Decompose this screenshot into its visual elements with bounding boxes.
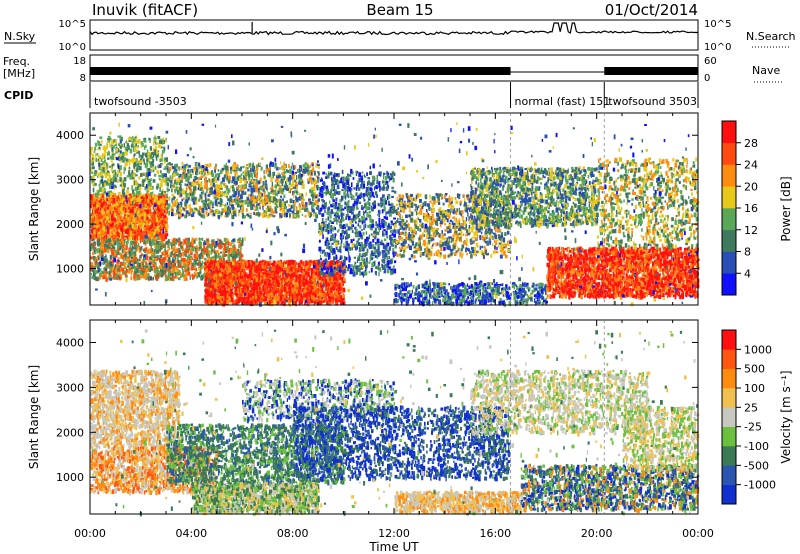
colorbar-tick-label: 25 — [744, 401, 758, 414]
cpid-segment-label: twofsound 3503 — [608, 95, 697, 108]
freq-bar-2 — [604, 67, 698, 75]
colorbar-tick-label: 16 — [744, 202, 758, 215]
colorbar-tick-label: 100 — [744, 382, 765, 395]
colorbar-swatch — [722, 446, 736, 466]
colorbar-tick-label: 20 — [744, 180, 758, 193]
date-title: 01/Oct/2014 — [605, 1, 698, 19]
velocity-panel: 1000 2000 3000 4000 Slant Range [km] — [27, 320, 699, 516]
freq-bars — [90, 67, 698, 75]
power-colorbar: 4 8 12 16 20 24 28 — [722, 121, 758, 295]
colorbar-tick-label: 4 — [744, 267, 751, 280]
nsearch-tick-top: 10^5 — [704, 19, 731, 30]
colorbar-tick-label: 500 — [744, 363, 765, 376]
colorbar-swatch — [722, 427, 736, 447]
x-tick-labels: 00:00 04:00 08:00 12:00 16:00 20:00 00:00 — [74, 527, 714, 540]
colorbar-swatch — [722, 273, 736, 295]
nsky-trace — [90, 22, 698, 35]
colorbar-swatch — [722, 369, 736, 389]
colorbar-tick-label: -25 — [744, 421, 762, 434]
y-tick-label: 4000 — [56, 129, 84, 142]
colorbar-tick-label: -100 — [744, 440, 769, 453]
x-axis-label: Time UT — [368, 540, 419, 554]
x-tick-label: 00:00 — [682, 527, 714, 540]
colorbar-tick-label: 28 — [744, 137, 758, 150]
colorbar-tick-label: -500 — [744, 459, 769, 472]
x-tick-label: 16:00 — [479, 527, 511, 540]
cpid-segment-label: twofsound -3503 — [94, 95, 187, 108]
nsky-tick-top: 10^5 — [59, 19, 86, 30]
nave-label: Nave — [752, 64, 780, 77]
rti-figure: Inuvik (fitACF) Beam 15 01/Oct/2014 N.Sk… — [0, 0, 800, 554]
colorbar-swatch — [722, 208, 736, 230]
colorbar-swatch — [722, 165, 736, 187]
colorbar-swatch — [722, 485, 736, 505]
cpid-segments: twofsound -3503 normal (fast) 151twofsoun… — [94, 82, 697, 108]
x-tick-label: 20:00 — [581, 527, 613, 540]
y-tick-label: 2000 — [56, 426, 84, 439]
power-ylabel: Slant Range [km] — [27, 157, 41, 261]
colorbar-swatch — [722, 230, 736, 252]
colorbar-swatch — [722, 407, 736, 427]
cpid-label: CPID — [4, 89, 33, 102]
beam-title: Beam 15 — [366, 1, 433, 19]
colorbar-swatch — [722, 143, 736, 165]
y-tick-label: 3000 — [56, 174, 84, 187]
nsky-tick-bottom: 10^0 — [59, 42, 86, 53]
nsearch-label: N.Search — [746, 30, 796, 43]
colorbar-swatch — [722, 330, 736, 350]
nave-tick-bottom: 0 — [704, 73, 710, 84]
colorbar-tick-label: 1000 — [744, 343, 772, 356]
colorbar-swatch — [722, 252, 736, 274]
freq-label-2: [MHz] — [3, 67, 35, 80]
y-tick-label: 3000 — [56, 381, 84, 394]
power-panel: 1000 2000 3000 4000 Slant Range [km] — [27, 113, 700, 307]
cpid-segment-label: normal (fast) 151 — [515, 95, 611, 108]
velocity-colorbar: 1000 500 100 25 -25 -100 -500 -1000 — [722, 330, 776, 504]
y-tick-label: 4000 — [56, 336, 84, 349]
x-tick-label: 08:00 — [277, 527, 309, 540]
y-tick-label: 2000 — [56, 218, 84, 231]
x-tick-label: 12:00 — [378, 527, 410, 540]
colorbar-swatch — [722, 186, 736, 208]
colorbar-tick-label: 12 — [744, 224, 758, 237]
colorbar-swatch — [722, 465, 736, 485]
colorbar-tick-label: 24 — [744, 159, 758, 172]
nave-tick-top: 60 — [704, 56, 717, 67]
colorbar-swatch — [722, 349, 736, 369]
colorbar-tick-label: -1000 — [744, 479, 776, 492]
y-tick-label: 1000 — [56, 471, 84, 484]
freq-tick-top: 18 — [73, 56, 86, 67]
y-tick-label: 1000 — [56, 263, 84, 276]
nsky-label: N.Sky — [4, 30, 36, 43]
colorbar-tick-label: 8 — [744, 246, 751, 259]
velocity-colorbar-label: Velocity [m s⁻¹] — [779, 370, 793, 463]
x-tick-label: 00:00 — [74, 527, 106, 540]
x-tick-label: 04:00 — [175, 527, 207, 540]
freq-bar-1 — [90, 67, 511, 75]
colorbar-swatch — [722, 388, 736, 408]
nsky-strip-frame — [90, 20, 698, 50]
power-colorbar-label: Power [dB] — [779, 176, 793, 241]
nsearch-tick-bottom: 10^0 — [704, 42, 731, 53]
freq-tick-bottom: 8 — [80, 73, 86, 84]
velocity-ylabel: Slant Range [km] — [27, 365, 41, 469]
station-title: Inuvik (fitACF) — [92, 1, 198, 19]
colorbar-swatch — [722, 121, 736, 143]
